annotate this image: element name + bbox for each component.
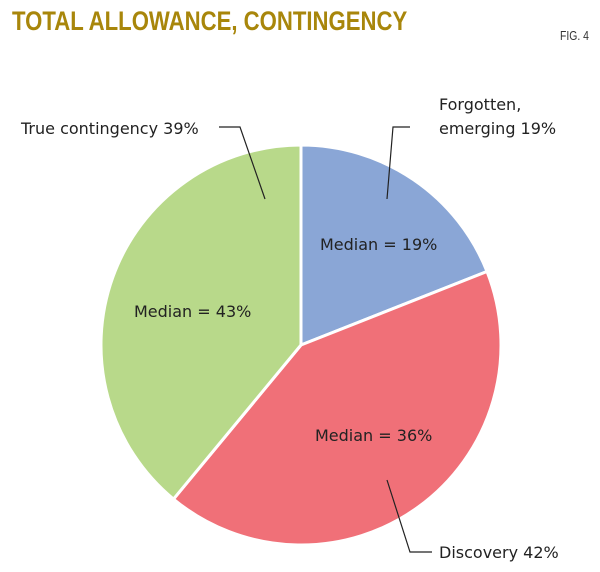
leader-line-true-contingency	[219, 126, 266, 200]
median-forgotten: Median = 19%	[320, 235, 437, 254]
figure-label: FIG. 4	[560, 28, 589, 43]
median-true-contingency: Median = 43%	[134, 302, 251, 321]
median-discovery: Median = 36%	[315, 426, 432, 445]
label-discovery: Discovery 42%	[439, 543, 559, 562]
leader-line-forgotten	[386, 126, 410, 200]
label-forgotten-line2: emerging 19%	[439, 119, 556, 138]
leader-line-discovery	[386, 479, 432, 553]
slice-forgotten-emerging	[299, 143, 489, 348]
chart-title: TOTAL ALLOWANCE, CONTINGENCY	[12, 6, 408, 36]
label-true-contingency: True contingency 39%	[20, 119, 199, 138]
slice-discovery	[171, 269, 503, 547]
slice-true-contingency	[99, 143, 303, 502]
label-forgotten-line1: Forgotten,	[439, 95, 521, 114]
